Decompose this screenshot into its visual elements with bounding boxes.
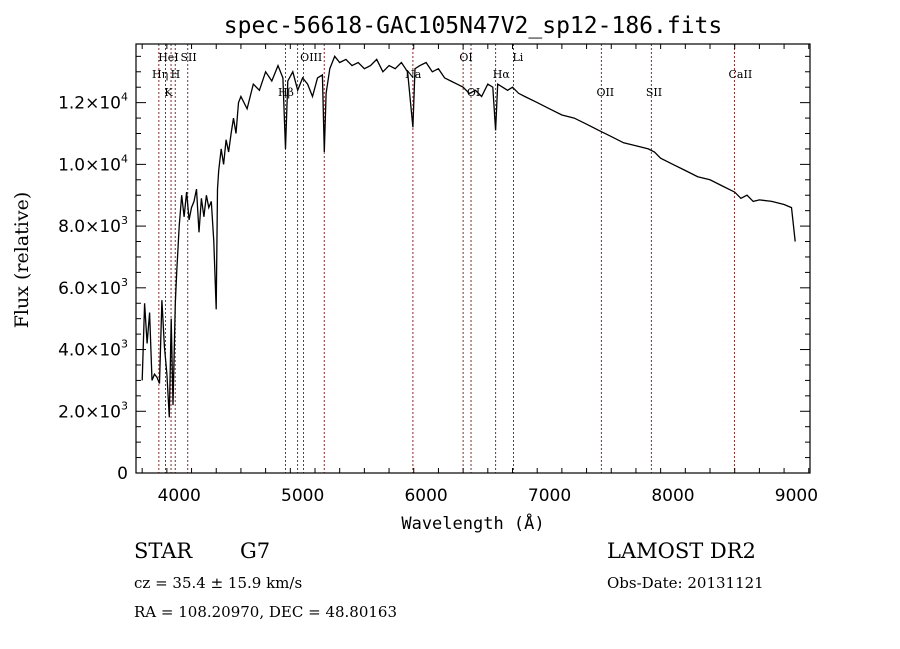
coordinates: RA = 108.20970, DEC = 48.80163 [134,603,398,621]
line-label: Hη [152,68,168,81]
x-axis-label: Wavelength (Å) [401,512,544,534]
y-axis-label: Flux (relative) [11,192,33,329]
redshift-cz: cz = 35.4 ± 15.9 km/s [134,574,303,592]
y-tick-mantissa: 6.0×10 [58,279,121,299]
obs-date: Obs-Date: 20131121 [607,574,764,592]
y-tick-exponent: 3 [121,276,128,289]
y-tick-exponent: 3 [121,338,128,351]
line-label: OI [459,51,472,64]
y-tick-mantissa: 4.0×10 [58,341,121,361]
y-tick-exponent: 3 [121,399,128,412]
x-axis: 4000 5000 6000 7000 8000 9000 [141,44,818,506]
line-label: Na [405,68,422,81]
x-tick-label: 9000 [775,486,818,506]
subclass: G7 [240,539,271,563]
line-label: K [164,86,173,99]
object-class: STAR [134,539,193,563]
y-tick-exponent: 4 [121,152,128,165]
line-label: SII [646,86,662,99]
line-label: OIII [300,51,322,64]
y-tick-mantissa: 1.2×10 [58,94,121,114]
line-label: SII [180,51,196,64]
line-label: OI [467,86,480,99]
y-tick-label: 1.0×104 [58,152,128,175]
plot-frame [135,43,811,474]
x-tick-label: 7000 [528,486,571,506]
chart-title: spec-56618-GAC105N47V2_sp12-186.fits [224,13,723,39]
y-axis: 02.0×1034.0×1036.0×1038.0×1031.0×1041.2×… [58,55,810,484]
y-tick-exponent: 3 [121,214,128,227]
line-label: Li [513,51,524,64]
line-label: HeI [158,51,178,64]
y-tick-label: 6.0×103 [58,276,128,299]
spectrum-line [141,55,796,418]
y-tick-label: 0 [117,464,128,484]
y-tick-label: 1.2×104 [58,91,128,114]
y-tick-exponent: 4 [121,91,128,104]
y-tick-mantissa: 0 [117,464,128,484]
line-label: CaII [729,68,753,81]
line-label: OII [596,86,614,99]
line-label: H [171,68,181,81]
y-tick-label: 2.0×103 [58,399,128,422]
y-tick-mantissa: 2.0×10 [58,402,121,422]
x-tick-label: 6000 [404,486,447,506]
line-markers [158,44,735,473]
survey-label: LAMOST DR2 [607,539,756,563]
y-tick-mantissa: 1.0×10 [58,155,121,175]
y-tick-mantissa: 8.0×10 [58,217,121,237]
x-tick-label: 5000 [281,486,324,506]
x-tick-label: 8000 [651,486,694,506]
y-tick-label: 8.0×103 [58,214,128,237]
line-label: Hβ [278,86,294,99]
x-tick-label: 4000 [158,486,201,506]
y-tick-label: 4.0×103 [58,338,128,361]
line-label: Hα [493,68,511,81]
